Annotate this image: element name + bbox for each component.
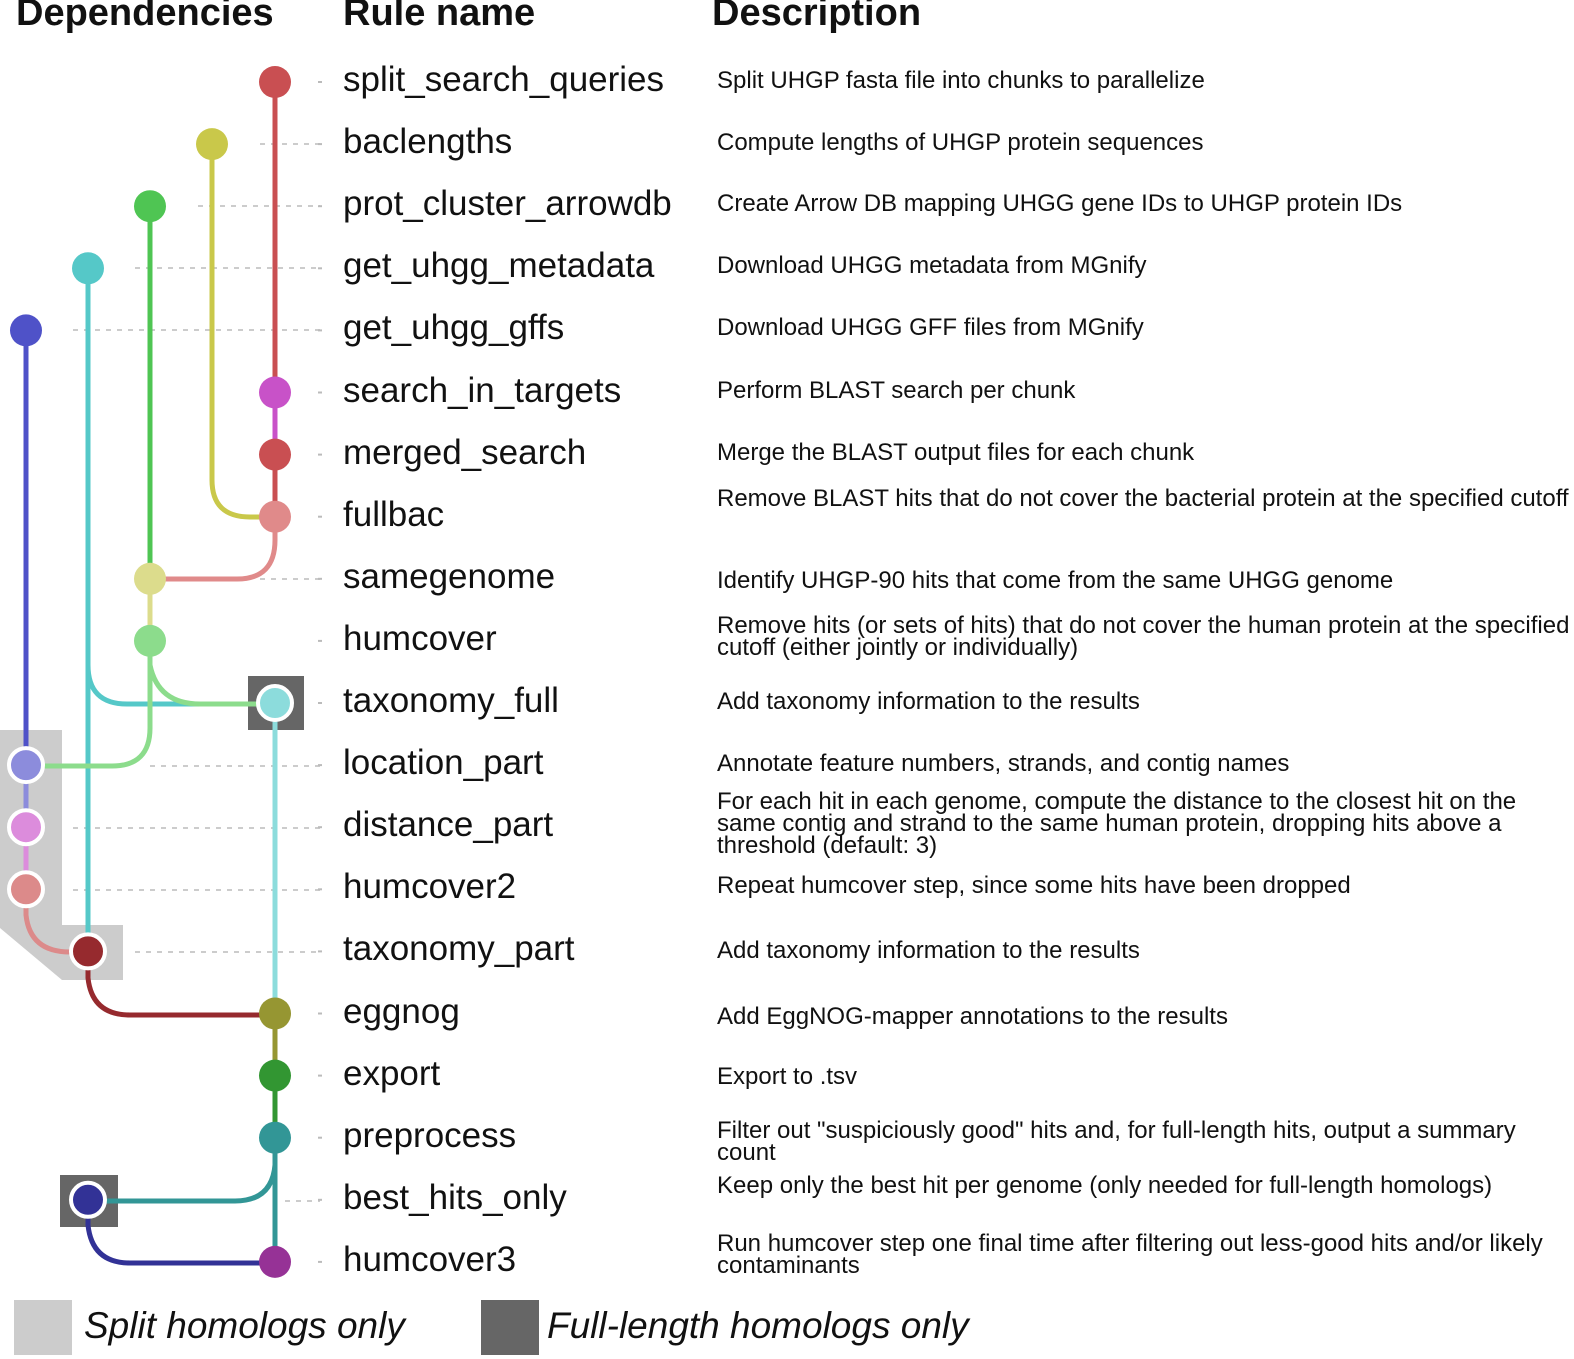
node-location-part xyxy=(7,746,45,785)
rule-description-taxonomy-part: Add taxonomy information to the results xyxy=(717,937,1140,964)
node-humcover xyxy=(134,624,166,657)
edge-baclengths-to-fullbac xyxy=(209,144,275,520)
split-only-region xyxy=(0,730,123,980)
rule-name-export: export xyxy=(343,1053,441,1093)
rule-name-baclengths: baclengths xyxy=(343,122,513,162)
rule-description-taxonomy-full: Add taxonomy information to the results xyxy=(717,688,1140,715)
rule-description-search-in-targets: Perform BLAST search per chunk xyxy=(717,377,1076,404)
node-taxonomy-full xyxy=(256,684,294,722)
rule-description-location-part: Annotate feature numbers, strands, and c… xyxy=(717,750,1290,777)
split-legend-label: Split homologs only xyxy=(84,1305,405,1346)
description-header: Description xyxy=(712,0,922,34)
node-humcover3 xyxy=(259,1245,291,1278)
node-samegenome xyxy=(134,562,166,595)
guide-lines xyxy=(73,81,322,1263)
node-merged-search xyxy=(259,438,291,471)
rule-name-fullbac: fullbac xyxy=(343,494,445,534)
rule-name-samegenome: samegenome xyxy=(343,556,556,596)
node-split-search-queries xyxy=(259,66,291,98)
rule-name-distance-part: distance_part xyxy=(343,805,554,845)
dependency-edges xyxy=(23,82,278,1266)
rule-description-get-uhgg-metadata: Download UHGG metadata from MGnify xyxy=(717,252,1147,279)
rule-name-humcover2: humcover2 xyxy=(343,867,517,907)
rule-name-merged-search: merged_search xyxy=(343,432,587,472)
rule-name-prot-cluster-arrowdb: prot_cluster_arrowdb xyxy=(343,184,672,224)
rule-description-baclengths: Compute lengths of UHGP protein sequence… xyxy=(717,129,1204,156)
edge-taxonomy-part-to-eggnog xyxy=(85,952,275,1018)
edge-humcover2-to-taxonomy-part xyxy=(23,890,88,955)
edge-humcover-to-location-part xyxy=(26,641,153,769)
rule-description-humcover: Remove hits (or sets of hits) that do no… xyxy=(717,612,1570,661)
rule-description-split-search-queries: Split UHGP fasta file into chunks to par… xyxy=(717,67,1205,94)
rule-name-get-uhgg-gffs: get_uhgg_gffs xyxy=(343,308,565,348)
node-get-uhgg-gffs xyxy=(10,314,42,347)
rule-name-eggnog: eggnog xyxy=(343,991,460,1031)
node-export xyxy=(259,1059,291,1092)
rule-description-humcover2: Repeat humcover step, since some hits ha… xyxy=(717,872,1351,899)
rule-description-preprocess: Filter out "suspiciously good" hits and,… xyxy=(717,1117,1516,1166)
dependency-graph xyxy=(0,66,322,1278)
node-best-hits-only xyxy=(69,1180,107,1219)
node-search-in-targets xyxy=(259,376,291,409)
rule-name-search-in-targets: search_in_targets xyxy=(343,370,622,410)
rule-description-get-uhgg-gffs: Download UHGG GFF files from MGnify xyxy=(717,314,1144,341)
dependencies-header: Dependencies xyxy=(16,0,274,34)
rule-name-humcover: humcover xyxy=(343,618,497,658)
node-prot-cluster-arrowdb xyxy=(134,190,166,223)
rule-name-split-search-queries: split_search_queries xyxy=(343,60,665,99)
rule-name-taxonomy-full: taxonomy_full xyxy=(343,681,559,720)
edge-fullbac-to-samegenome xyxy=(150,517,278,582)
full-legend-swatch xyxy=(481,1300,539,1355)
node-get-uhgg-metadata xyxy=(72,252,104,285)
full-legend-label: Full-length homologs only xyxy=(547,1305,969,1346)
rule-description-fullbac: Remove BLAST hits that do not cover the … xyxy=(717,485,1569,512)
edge-metadata-to-taxonomy-full xyxy=(85,268,275,707)
rule-name-location-part: location_part xyxy=(343,743,544,783)
split-legend-swatch xyxy=(14,1300,72,1355)
node-humcover2 xyxy=(7,870,45,909)
node-distance-part xyxy=(7,808,45,847)
rule-description-prot-cluster-arrowdb: Create Arrow DB mapping UHGG gene IDs to… xyxy=(717,190,1403,217)
rule-description-samegenome: Identify UHGP-90 hits that come from the… xyxy=(717,567,1394,594)
node-eggnog xyxy=(259,997,291,1030)
rule-name-get-uhgg-metadata: get_uhgg_metadata xyxy=(343,246,655,286)
rule-name-taxonomy-part: taxonomy_part xyxy=(343,929,575,969)
node-taxonomy-part xyxy=(69,932,107,971)
node-baclengths xyxy=(196,128,228,161)
rule-name-header: Rule name xyxy=(343,0,536,34)
rule-description-humcover3: Run humcover step one final time after f… xyxy=(717,1230,1543,1279)
rule-description-eggnog: Add EggNOG-mapper annotations to the res… xyxy=(717,1003,1228,1030)
rule-name-humcover3: humcover3 xyxy=(343,1239,517,1279)
rule-name-preprocess: preprocess xyxy=(343,1115,517,1155)
node-preprocess xyxy=(259,1121,291,1154)
edge-best-hits-to-humcover3 xyxy=(85,1201,275,1266)
rule-nodes xyxy=(7,66,294,1278)
node-fullbac xyxy=(259,500,291,533)
rule-description-best-hits-only: Keep only the best hit per genome (only … xyxy=(717,1172,1493,1199)
rule-description-export: Export to .tsv xyxy=(717,1063,858,1090)
rule-description-merged-search: Merge the BLAST output files for each ch… xyxy=(717,439,1195,466)
rule-name-best-hits-only: best_hits_only xyxy=(343,1177,567,1217)
rule-description-distance-part: For each hit in each genome, compute the… xyxy=(717,788,1517,859)
